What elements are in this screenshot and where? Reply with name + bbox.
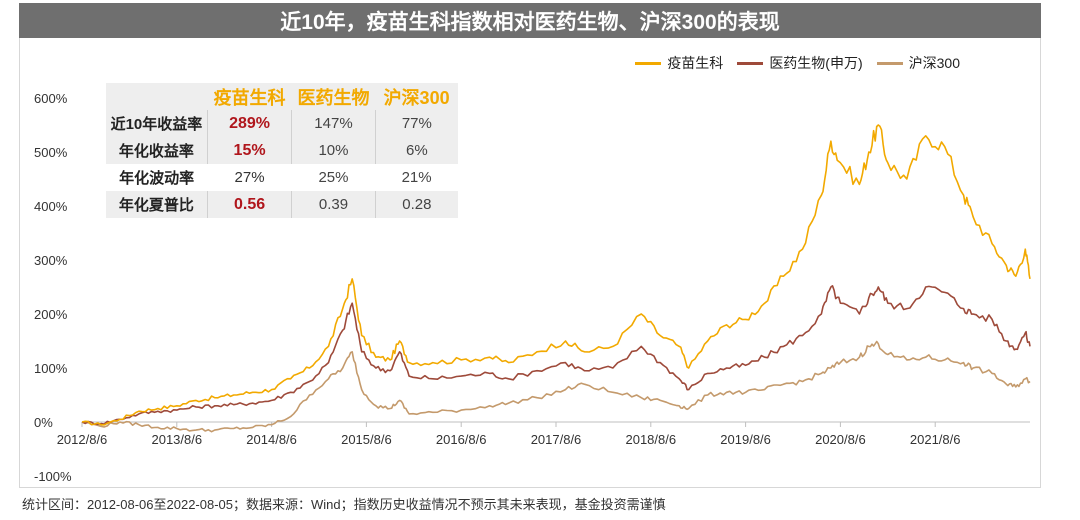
stats-row-label: 年化收益率 [106,137,208,164]
stats-cell-pharma: 147% [291,110,376,137]
stats-table: 疫苗生科 医药生物 沪深300 近10年收益率 289% 147% 77% 年化… [106,83,458,218]
y-tick-label: 400% [34,199,68,214]
series-line-vaccine [81,124,1031,426]
stats-cell-pharma: 25% [318,169,349,186]
stats-cell-vaccine: 0.56 [206,191,292,218]
x-tick-label: 2015/8/6 [341,432,392,447]
x-tick-label: 2020/8/6 [815,432,866,447]
stats-row: 年化夏普比 0.56 0.39 0.28 [106,191,458,218]
legend: 疫苗生科 医药生物(申万) 沪深300 [360,52,960,74]
x-tick-label: 2021/8/6 [910,432,961,447]
stats-cell-pharma: 10% [291,137,376,164]
legend-label-vaccine: 疫苗生科 [667,55,724,71]
stats-row: 近10年收益率 289% 147% 77% [106,110,458,137]
stats-cell-vaccine: 289% [206,110,292,137]
stats-cell-vaccine: 15% [206,137,292,164]
legend-item-pharma: 医药生物(申万) [737,53,863,73]
legend-swatch-csi300 [876,61,903,65]
y-tick-label: -100% [34,469,72,484]
y-tick-label: 100% [34,361,68,376]
y-tick-label: 600% [34,91,68,106]
chart-title: 近10年，疫苗生科指数相对医药生物、沪深300的表现 [19,3,1041,38]
stats-cell-vaccine: 27% [234,169,265,186]
stats-header-row: 疫苗生科 医药生物 沪深300 [106,83,458,110]
stats-header-pharma: 医药生物 [291,83,376,110]
stats-cell-csi300: 21% [401,169,432,186]
stats-cell-csi300: 0.28 [374,191,458,218]
stats-row-label: 近10年收益率 [106,110,208,137]
stats-row-label: 年化波动率 [119,170,195,187]
x-tick-label: 2014/8/6 [246,432,297,447]
stats-row: 年化收益率 15% 10% 6% [106,137,458,164]
stats-row: 年化波动率 27% 25% 21% [106,164,458,191]
stats-cell-csi300: 6% [374,137,458,164]
x-tick-label: 2019/8/6 [720,432,771,447]
stats-header-vaccine: 疫苗生科 [207,83,292,110]
x-tick-label: 2017/8/6 [531,432,582,447]
x-tick-label: 2018/8/6 [625,432,676,447]
legend-item-csi300: 沪深300 [876,53,960,73]
x-tick-label: 2012/8/6 [57,432,108,447]
x-tick-label: 2013/8/6 [151,432,202,447]
legend-label-pharma: 医药生物(申万) [769,55,863,71]
y-tick-label: 300% [34,253,68,268]
series-line-pharma [81,285,1031,426]
y-tick-label: 200% [34,307,68,322]
legend-swatch-vaccine [635,61,662,65]
legend-item-vaccine: 疫苗生科 [635,53,723,73]
series-line-csi300 [81,340,1031,433]
legend-label-csi300: 沪深300 [908,55,960,71]
stats-corner [106,83,208,110]
y-tick-label: 500% [34,145,68,160]
stats-header-csi300: 沪深300 [375,83,458,110]
stats-row-label: 年化夏普比 [106,191,208,218]
y-tick-label: 0% [34,415,53,430]
stats-cell-csi300: 77% [374,110,458,137]
stats-cell-pharma: 0.39 [291,191,376,218]
legend-swatch-pharma [737,61,764,65]
x-tick-label: 2016/8/6 [436,432,487,447]
footnote: 统计区间：2012-08-06至2022-08-05；数据来源：Wind；指数历… [22,497,666,512]
